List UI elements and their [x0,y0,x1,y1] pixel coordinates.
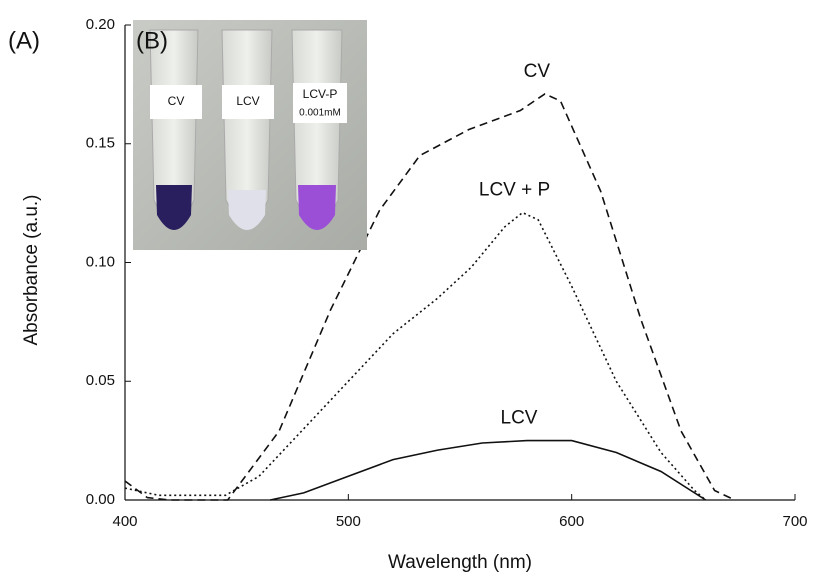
spectrum-line [270,439,707,501]
spectrum-line [124,92,736,501]
curve-label: LCV + P [479,180,550,201]
x-tick-label: 500 [336,513,361,530]
y-tick-label: 0.05 [86,372,115,389]
tube-label: CV [168,94,185,108]
y-tick-label: 0.00 [86,491,115,508]
curve-label: LCV [501,408,538,429]
plot-area: 0.00 0.05 0.10 0.15 0.20 400 500 600 700 CV LCV + … [86,16,808,530]
tube-note: 0.001mM [299,108,341,119]
x-tick-label: 600 [559,513,584,530]
x-tick-label: 400 [112,513,137,530]
tube-liquid [156,185,192,230]
y-tick-label: 0.10 [86,253,115,270]
curve-label: CV [524,61,551,82]
label-card [150,85,202,119]
tube-label: LCV [236,94,259,108]
y-tick-label: 0.15 [86,135,115,152]
tube-liquid [298,185,336,230]
x-tick-label: 700 [782,513,807,530]
y-axis-title: Absorbance (a.u.) [21,194,42,345]
inset-photo: CV LCV LCV-P 0.001mM (B) [133,20,367,250]
tube-label: LCV-P [303,87,338,101]
spectrum-line [124,211,707,501]
label-card [293,83,347,123]
y-tick-label: 0.20 [86,16,115,33]
inset-panel-label: (B) [136,27,168,54]
x-axis-title: Wavelength (nm) [388,552,532,573]
label-card [222,85,274,119]
panel-label: (A) [8,27,40,54]
tube-liquid [228,190,266,230]
